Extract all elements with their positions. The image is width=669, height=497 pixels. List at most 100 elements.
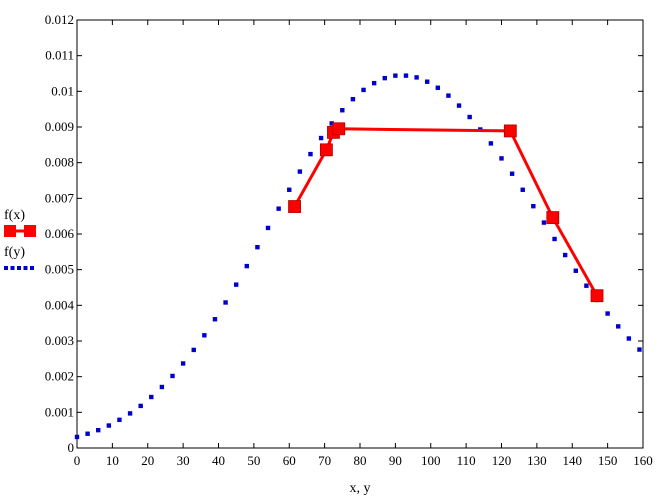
x-tick-label: 40 xyxy=(212,453,225,468)
legend-swatch-marker xyxy=(4,225,16,237)
x-tick-label: 120 xyxy=(492,453,512,468)
f-y-point xyxy=(520,187,525,192)
y-tick-label: 0.003 xyxy=(45,333,74,348)
f-y-point xyxy=(74,434,80,440)
f-y-point xyxy=(297,169,303,174)
f-y-point xyxy=(159,384,165,390)
f-y-point xyxy=(509,171,515,176)
f-y-point xyxy=(138,403,143,409)
x-tick-label: 100 xyxy=(421,453,441,468)
legend-swatch-f-y xyxy=(4,266,34,270)
f-y-point xyxy=(96,427,101,433)
f-y-point xyxy=(425,79,430,84)
f-y-point xyxy=(85,431,90,436)
x-tick-label: 80 xyxy=(354,453,367,468)
f-y-point xyxy=(637,347,642,352)
legend-swatch-f-x xyxy=(4,225,36,237)
x-tick-label: 70 xyxy=(318,453,331,468)
f-y-point xyxy=(371,80,377,86)
f-y-point xyxy=(562,252,568,258)
y-tick-label: 0.012 xyxy=(45,12,74,27)
legend-swatch-dot xyxy=(23,266,28,270)
legend-label-f-y: f(y) xyxy=(4,245,25,260)
x-tick-label: 50 xyxy=(247,453,260,468)
f-y-point xyxy=(382,75,387,81)
f-y-point xyxy=(393,73,398,78)
f-x-marker xyxy=(332,122,346,136)
f-y-point xyxy=(340,108,345,113)
x-tick-label: 130 xyxy=(527,453,547,468)
legend-swatch-dot xyxy=(17,266,21,270)
f-y-point xyxy=(265,225,271,231)
f-y-point xyxy=(233,282,239,287)
legend-swatch-marker xyxy=(24,225,36,237)
f-y-point xyxy=(488,141,494,146)
f-y-point xyxy=(350,96,356,102)
f-y-point xyxy=(329,121,334,126)
legend-swatch-dot xyxy=(4,266,8,270)
y-tick-label: 0.009 xyxy=(45,119,74,134)
y-tick-label: 0.011 xyxy=(45,48,74,63)
f-y-point xyxy=(531,203,536,209)
x-tick-label: 10 xyxy=(106,453,119,468)
legend-label-f-x: f(x) xyxy=(4,208,25,223)
f-y-point xyxy=(318,135,324,141)
legend: f(x) f(y) xyxy=(4,208,36,270)
f-x-marker xyxy=(288,200,301,213)
legend-swatch-dot xyxy=(30,266,34,270)
f-y-point xyxy=(223,300,228,305)
legend-swatch-dot xyxy=(10,266,15,270)
f-y-point xyxy=(212,317,218,322)
y-tick-label: 0.008 xyxy=(45,155,74,170)
y-tick-label: 0.004 xyxy=(45,297,75,312)
plot-area xyxy=(76,19,644,449)
y-tick-label: 0.006 xyxy=(45,226,75,241)
x-tick-label: 90 xyxy=(389,453,402,468)
x-tick-label: 140 xyxy=(563,453,583,468)
f-y-point xyxy=(467,114,472,120)
f-y-point xyxy=(202,333,207,338)
f-y-point xyxy=(414,75,419,80)
f-y-point xyxy=(573,268,578,273)
f-y-point xyxy=(149,394,154,400)
x-tick-label: 20 xyxy=(141,453,154,468)
series-f-x xyxy=(288,122,604,303)
f-x-marker xyxy=(503,124,517,138)
x-tick-label: 110 xyxy=(457,453,476,468)
f-y-point xyxy=(446,93,451,98)
f-y-point xyxy=(255,244,260,250)
f-y-point xyxy=(616,324,621,329)
f-y-point xyxy=(361,87,366,93)
f-x-marker xyxy=(546,211,560,224)
f-y-point xyxy=(191,347,196,353)
f-y-point xyxy=(276,206,281,211)
y-tick-label: 0.001 xyxy=(45,404,74,419)
x-axis-title: x, y xyxy=(350,481,371,496)
f-y-point xyxy=(552,236,557,242)
y-axis-ticks: 0 0.001 0.002 0.003 0.004 0.005 0.006 0.007 0.00… xyxy=(45,12,643,455)
f-y-point xyxy=(287,187,292,192)
f-y-point xyxy=(106,423,112,428)
x-tick-label: 0 xyxy=(74,453,81,468)
f-y-point xyxy=(605,311,610,316)
f-x-marker xyxy=(590,289,604,303)
f-y-point xyxy=(308,151,313,157)
f-x-marker xyxy=(319,143,333,157)
y-tick-label: 0.002 xyxy=(45,369,74,384)
f-y-point xyxy=(541,220,547,225)
y-tick-label: 0.01 xyxy=(51,83,74,98)
f-y-point xyxy=(499,156,504,161)
f-y-point xyxy=(170,373,175,379)
y-tick-label: 0.007 xyxy=(45,190,75,205)
x-axis-ticks: 0 10 20 30 40 50 60 70 80 90 100 110 120 130 140 150 160 xyxy=(74,20,653,468)
f-y-point xyxy=(117,417,122,423)
x-tick-label: 60 xyxy=(283,453,296,468)
x-tick-label: 160 xyxy=(633,453,653,468)
series-f-y xyxy=(74,73,642,440)
x-tick-label: 30 xyxy=(177,453,190,468)
f-y-point xyxy=(127,411,133,416)
y-tick-label: 0 xyxy=(68,440,75,455)
f-y-point xyxy=(435,85,441,90)
f-y-point xyxy=(584,283,589,288)
